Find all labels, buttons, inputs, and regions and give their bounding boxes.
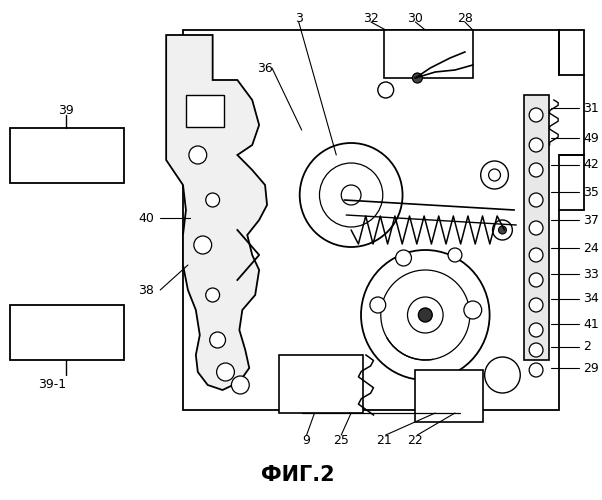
Circle shape [529, 298, 543, 312]
Text: 3: 3 [295, 12, 303, 24]
Circle shape [529, 323, 543, 337]
Text: 35: 35 [583, 186, 600, 198]
Text: 39: 39 [58, 104, 74, 117]
Circle shape [396, 250, 411, 266]
Bar [415, 370, 483, 422]
Circle shape [231, 376, 249, 394]
Polygon shape [166, 35, 267, 390]
Circle shape [529, 248, 543, 262]
Text: 33: 33 [583, 268, 600, 280]
Text: 37: 37 [583, 214, 600, 226]
Text: 31: 31 [583, 102, 600, 114]
Text: 40: 40 [138, 212, 154, 224]
Circle shape [341, 185, 361, 205]
Circle shape [529, 163, 543, 177]
Polygon shape [524, 95, 549, 360]
Bar [383, 30, 473, 78]
Text: 2: 2 [583, 340, 591, 353]
Text: 29: 29 [583, 362, 600, 374]
Text: 21: 21 [376, 434, 392, 446]
Circle shape [529, 343, 543, 357]
Circle shape [464, 301, 482, 319]
Bar [10, 128, 123, 183]
Bar [10, 305, 123, 360]
Text: 41: 41 [583, 318, 600, 330]
Circle shape [418, 308, 432, 322]
Circle shape [529, 108, 543, 122]
Circle shape [206, 288, 220, 302]
Circle shape [529, 193, 543, 207]
Circle shape [381, 270, 470, 360]
Circle shape [529, 363, 543, 377]
Circle shape [209, 332, 226, 348]
Circle shape [370, 297, 386, 313]
Circle shape [217, 363, 234, 381]
Circle shape [529, 221, 543, 235]
Circle shape [361, 250, 489, 380]
Text: 22: 22 [408, 434, 423, 446]
Bar [186, 95, 223, 127]
Text: 28: 28 [457, 12, 473, 24]
Circle shape [498, 226, 506, 234]
Circle shape [408, 297, 443, 333]
Bar [279, 355, 363, 413]
Circle shape [189, 146, 206, 164]
Text: 30: 30 [408, 12, 423, 24]
Circle shape [529, 273, 543, 287]
Text: 24: 24 [583, 242, 600, 254]
Circle shape [206, 193, 220, 207]
Text: 25: 25 [334, 434, 349, 446]
Text: 36: 36 [257, 62, 273, 74]
Circle shape [300, 143, 403, 247]
Text: 42: 42 [583, 158, 600, 172]
Circle shape [529, 138, 543, 152]
Polygon shape [183, 30, 583, 410]
Circle shape [485, 357, 520, 393]
Circle shape [492, 220, 512, 240]
Circle shape [378, 82, 394, 98]
Text: 49: 49 [583, 132, 600, 144]
Circle shape [448, 248, 462, 262]
Text: 38: 38 [138, 284, 154, 296]
Circle shape [480, 161, 508, 189]
Text: ФИГ.2: ФИГ.2 [261, 465, 335, 485]
Text: 34: 34 [583, 292, 600, 306]
Circle shape [489, 169, 500, 181]
Text: 32: 32 [363, 12, 379, 24]
Circle shape [412, 73, 423, 83]
Text: 39-1: 39-1 [39, 378, 66, 392]
Circle shape [194, 236, 212, 254]
Circle shape [320, 163, 383, 227]
Text: 9: 9 [303, 434, 311, 446]
